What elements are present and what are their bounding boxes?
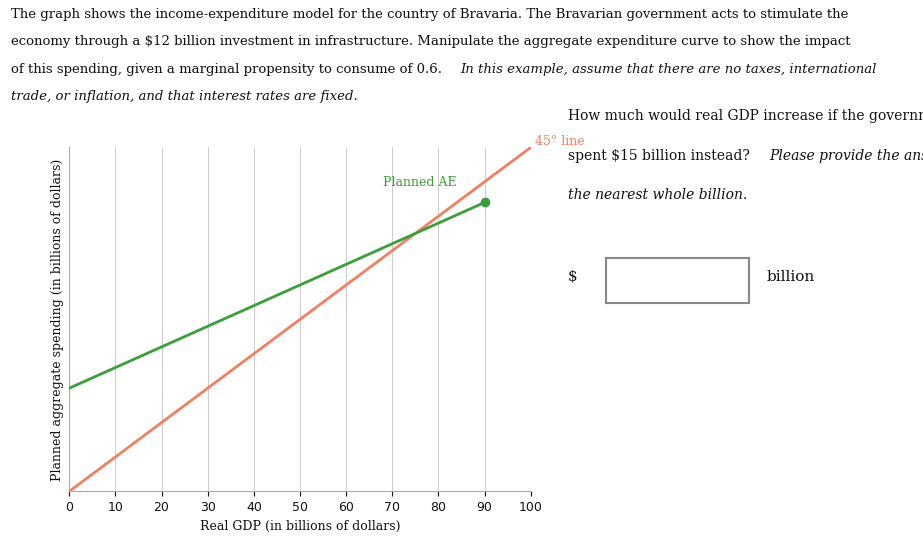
Y-axis label: Planned aggregate spending (in billions of dollars): Planned aggregate spending (in billions … — [51, 158, 64, 480]
Text: How much would real GDP increase if the government: How much would real GDP increase if the … — [568, 109, 923, 123]
Text: trade, or inflation, and that interest rates are fixed.: trade, or inflation, and that interest r… — [11, 90, 358, 103]
Text: Planned AE: Planned AE — [383, 176, 457, 189]
Text: 45° line: 45° line — [535, 135, 584, 147]
Text: of this spending, given a marginal propensity to consume of 0.6.: of this spending, given a marginal prope… — [11, 63, 447, 76]
X-axis label: Real GDP (in billions of dollars): Real GDP (in billions of dollars) — [199, 520, 401, 533]
Text: $: $ — [568, 270, 577, 284]
Text: the nearest whole billion.: the nearest whole billion. — [568, 188, 747, 202]
Text: economy through a $12 billion investment in infrastructure. Manipulate the aggre: economy through a $12 billion investment… — [11, 35, 851, 49]
Text: In this example, assume that there are no taxes, international: In this example, assume that there are n… — [461, 63, 877, 76]
Text: spent $15 billion instead?: spent $15 billion instead? — [568, 149, 754, 163]
Text: The graph shows the income-expenditure model for the country of Bravaria. The Br: The graph shows the income-expenditure m… — [11, 8, 848, 21]
Text: billion: billion — [766, 270, 814, 284]
Text: Please provide the answer to: Please provide the answer to — [769, 149, 923, 163]
